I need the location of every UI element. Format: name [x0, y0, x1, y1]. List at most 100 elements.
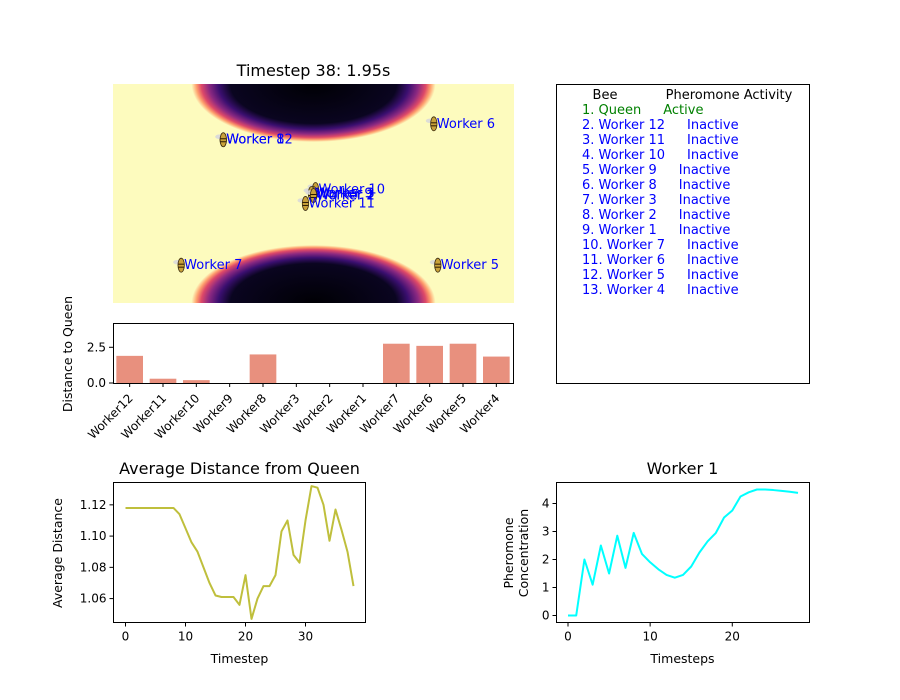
ytick-label: 2: [542, 553, 550, 567]
pher-xlabel: Timesteps: [649, 651, 714, 666]
ytick-label: 1.08: [80, 560, 107, 574]
ytick-label: 1.10: [80, 529, 107, 543]
bee-label: Worker 1: [317, 188, 375, 203]
field-title: Timestep 38: 1.95s: [236, 61, 391, 80]
table-row-bee: 12. Worker 5: [582, 268, 665, 283]
table-row-bee: 7. Worker 3: [582, 193, 657, 208]
pheromone-hole-bottom: [191, 245, 436, 303]
pheromone-chart: Worker 1 Timesteps Pheromone Concentrati…: [501, 459, 810, 666]
avg-axes-frame: [113, 482, 366, 623]
table-row-bee: 13. Worker 4: [582, 283, 665, 298]
ytick-label: 1: [542, 581, 550, 595]
bar-worker7: [383, 343, 410, 383]
xtick-label: 10: [643, 630, 658, 644]
pher-axes-frame: [556, 482, 810, 623]
table-row-bee: 4. Worker 10: [582, 148, 665, 163]
table-row-bee: 1. Queen: [582, 103, 641, 118]
bee-label: Worker 8: [226, 133, 284, 148]
table-row-status: Inactive: [687, 133, 739, 148]
bee-marker: Worker 7: [173, 257, 242, 273]
bar-worker11: [149, 378, 177, 383]
bee-marker: Worker 6: [425, 116, 495, 132]
table-header-bee: Bee: [593, 88, 618, 103]
avg-distance-chart: Average Distance from Queen Timestep Ave…: [50, 459, 366, 666]
table-row-bee: 10. Worker 7: [582, 238, 665, 253]
table-row-status: Inactive: [679, 163, 731, 178]
bee-label: Worker 10: [319, 183, 385, 198]
bee-label: Worker 6: [437, 117, 495, 132]
bar-worker4: [483, 356, 510, 383]
ytick-label: 4: [542, 497, 550, 511]
xtick-label: 10: [178, 630, 193, 644]
series-line: [568, 488, 799, 617]
bar-worker8: [249, 354, 277, 383]
bee-body: [177, 257, 185, 273]
table-row-status: Inactive: [679, 178, 731, 193]
xtick-label: 20: [725, 630, 740, 644]
pher-ylabel-line2: Concentration: [516, 509, 531, 597]
bar-worker12: [116, 355, 143, 383]
avg-ticks: 0 10 20 30 1.06 1.08 1.10 1.12: [80, 498, 313, 644]
activity-table: Bee Pheromone Activity 1. Queen Active2. …: [556, 84, 810, 384]
table-row-status: Inactive: [679, 223, 731, 238]
bee-marker: Worker 5: [429, 257, 499, 273]
bar-worker6: [416, 345, 443, 383]
ytick-label: 0: [542, 609, 550, 623]
table-row-status: Inactive: [687, 253, 739, 268]
pher-ylabel-line1: Pheromone: [501, 517, 516, 588]
bar-worker5: [449, 343, 477, 383]
ytick-label: 1.12: [80, 498, 107, 512]
xtick-label: 20: [238, 630, 253, 644]
bee-marker: Worker 12: [215, 132, 293, 148]
table-row-status: Inactive: [687, 118, 739, 133]
bar-ytick-label: 2.5: [87, 340, 106, 354]
bee-body: [434, 257, 442, 273]
bee-marker: Worker 11: [297, 196, 375, 211]
table-row-status: Inactive: [687, 283, 739, 298]
bar-worker10: [183, 380, 210, 383]
bar-axes-frame: [113, 323, 514, 384]
bee-marker: Worker 1: [305, 188, 375, 203]
avg-marks: [125, 485, 355, 620]
series-line: [125, 485, 355, 620]
distance-bar-chart: Distance to Queen Worker12Worker11Worker…: [60, 296, 514, 442]
bar-ytick-label: 0.0: [87, 376, 106, 390]
table-row-bee: 8. Worker 2: [582, 208, 657, 223]
table-row-bee: 9. Worker 1: [582, 223, 657, 238]
pher-title: Worker 1: [647, 459, 719, 478]
table-row-bee: 5. Worker 9: [582, 163, 657, 178]
xtick-label: 0: [122, 630, 130, 644]
pheromone-hole-top: [191, 84, 436, 142]
table-row-status: Active: [663, 103, 703, 118]
table-row-bee: 3. Worker 11: [582, 133, 665, 148]
bar-marks: [116, 343, 510, 383]
table-header-activity: Pheromone Activity: [666, 88, 793, 103]
table-row-status: Inactive: [679, 208, 731, 223]
bee-label: Worker 3: [317, 187, 375, 202]
bee-label: Worker 11: [308, 196, 374, 211]
bee-label: Worker 5: [441, 258, 499, 273]
table-frame: [556, 84, 810, 384]
table-row-bee: 2. Worker 12: [582, 118, 665, 133]
xtick-label: 30: [298, 630, 313, 644]
table-row-status: Inactive: [687, 238, 739, 253]
ytick-label: 3: [542, 525, 550, 539]
pher-ticks: 0 10 20 0 1 2 3 4: [542, 497, 740, 644]
avg-title: Average Distance from Queen: [119, 459, 360, 478]
avg-ylabel: Average Distance: [50, 498, 65, 608]
bee-label: Worker 12: [226, 133, 292, 148]
bee-label: Worker 2: [317, 188, 375, 203]
bee-label: Worker 9: [314, 187, 372, 202]
table-row-status: Inactive: [687, 148, 739, 163]
bee-body: [430, 116, 438, 132]
xtick-label: 0: [564, 630, 572, 644]
ytick-label: 1.06: [80, 592, 107, 606]
bee-body: [301, 196, 310, 211]
pher-marks: [568, 488, 799, 617]
bar-ylabel: Distance to Queen: [60, 296, 75, 412]
table-row-status: Inactive: [679, 193, 731, 208]
